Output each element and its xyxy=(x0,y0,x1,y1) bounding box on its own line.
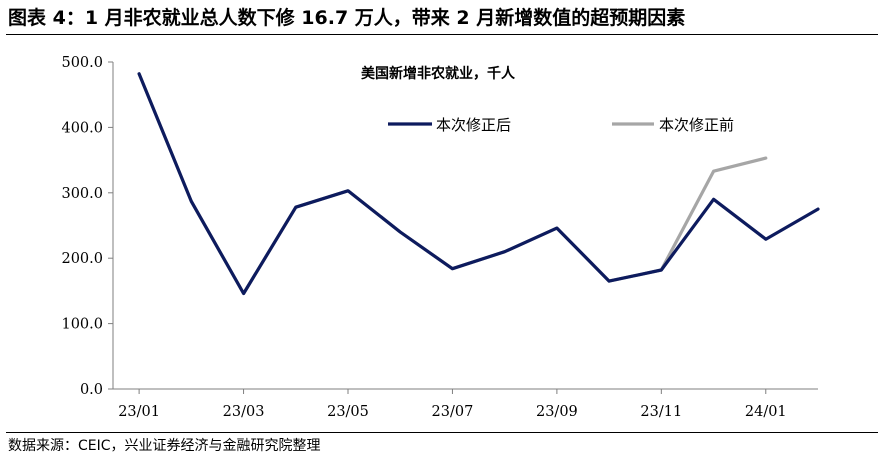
y-tick-label: 500.0 xyxy=(61,55,103,71)
chart-series xyxy=(137,72,820,296)
series-line-after-revision xyxy=(137,72,820,296)
legend-item-after-revision-label: 本次修正后 xyxy=(436,116,511,134)
series-line-before-revision xyxy=(137,72,768,296)
x-tick-label: 24/01 xyxy=(745,404,787,420)
title-divider xyxy=(6,34,878,35)
x-tick-label: 23/09 xyxy=(536,404,578,420)
chart-legend: 本次修正后 本次修正前 xyxy=(388,116,734,134)
y-tick-label: 200.0 xyxy=(61,251,103,267)
chart-title: 美国新增非农就业，千人 xyxy=(361,65,516,82)
x-tick-label: 23/03 xyxy=(223,404,265,420)
y-tick-label: 300.0 xyxy=(61,186,103,202)
x-tick-label: 23/01 xyxy=(118,404,160,420)
source-note: 数据来源：CEIC，兴业证券经济与金融研究院整理 xyxy=(8,438,321,454)
x-tick-label: 23/07 xyxy=(432,404,474,420)
x-tick-label: 23/11 xyxy=(640,404,682,420)
legend-item-before-revision-label: 本次修正前 xyxy=(659,116,734,134)
y-tick-label: 0.0 xyxy=(80,382,103,398)
y-tick-label: 400.0 xyxy=(61,120,103,136)
axes: 0.0 100.0 200.0 300.0 400.0 500.0 23/01 23/03 23… xyxy=(61,55,818,420)
y-tick-label: 100.0 xyxy=(61,317,103,333)
x-tick-label: 23/05 xyxy=(327,404,369,420)
figure-title: 图表 4：1 月非农就业总人数下修 16.7 万人，带来 2 月新增数值的超预期… xyxy=(8,7,686,29)
source-divider xyxy=(6,432,878,433)
